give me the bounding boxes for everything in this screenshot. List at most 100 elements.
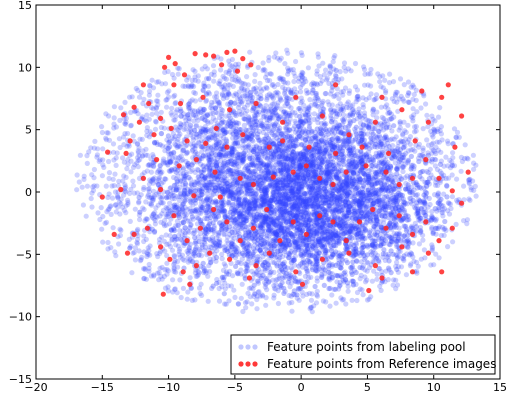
labeling-pool-point xyxy=(141,117,148,123)
labeling-pool-point xyxy=(283,93,289,99)
labeling-pool-point xyxy=(192,179,198,185)
labeling-pool-point xyxy=(240,106,246,112)
labeling-pool-point xyxy=(154,251,160,257)
labeling-pool-point xyxy=(332,172,338,178)
labeling-pool-point xyxy=(251,86,257,92)
labeling-pool-point xyxy=(312,207,318,213)
labeling-pool-point xyxy=(348,265,354,271)
labeling-pool-point xyxy=(229,73,235,79)
labeling-pool-point xyxy=(388,154,394,161)
labeling-pool-point xyxy=(337,101,343,107)
labeling-pool-point xyxy=(445,200,451,206)
labeling-pool-point xyxy=(178,122,184,128)
labeling-pool-point xyxy=(260,60,266,66)
labeling-pool-point xyxy=(368,66,374,73)
labeling-pool-point xyxy=(157,194,163,200)
labeling-pool-point xyxy=(357,138,364,144)
labeling-pool-point xyxy=(354,159,360,166)
labeling-pool-point xyxy=(234,196,240,202)
labeling-pool-point xyxy=(423,179,429,186)
labeling-pool-point xyxy=(132,257,138,263)
labeling-pool-point xyxy=(246,134,252,140)
labeling-pool-point xyxy=(125,197,131,203)
labeling-pool-point xyxy=(147,83,153,89)
labeling-pool-point xyxy=(381,220,387,226)
labeling-pool-point xyxy=(213,214,220,220)
labeling-pool-point xyxy=(375,201,381,207)
labeling-pool-point xyxy=(369,278,375,284)
labeling-pool-point xyxy=(149,77,155,83)
labeling-pool-point xyxy=(188,168,194,175)
labeling-pool-point xyxy=(268,269,274,275)
labeling-pool-point xyxy=(272,107,278,113)
labeling-pool-point xyxy=(173,269,179,275)
labeling-pool-point xyxy=(314,116,320,122)
labeling-pool-point xyxy=(324,161,330,167)
labeling-pool-point xyxy=(324,75,330,81)
labeling-pool-point xyxy=(327,91,334,97)
labeling-pool-point xyxy=(288,89,294,95)
labeling-pool-point xyxy=(323,197,329,203)
labeling-pool-point xyxy=(262,125,268,132)
labeling-pool-point xyxy=(331,55,337,61)
labeling-pool-point xyxy=(189,167,196,173)
labeling-pool-point xyxy=(408,250,414,256)
labeling-pool-point xyxy=(394,194,400,200)
labeling-pool-point xyxy=(226,92,232,98)
labeling-pool-point xyxy=(302,117,308,123)
labeling-pool-point xyxy=(285,71,291,77)
labeling-pool-point xyxy=(141,186,147,192)
labeling-pool-point xyxy=(333,300,339,306)
labeling-pool-point xyxy=(125,161,131,167)
labeling-pool-point xyxy=(298,119,304,125)
labeling-pool-point xyxy=(250,94,256,100)
labeling-pool-point xyxy=(285,65,291,71)
labeling-pool-point xyxy=(74,187,80,193)
labeling-pool-point xyxy=(445,141,451,147)
labeling-pool-point xyxy=(162,285,169,291)
labeling-pool-point xyxy=(292,239,298,245)
labeling-pool-point xyxy=(217,81,223,87)
labeling-pool-point xyxy=(362,71,368,77)
labeling-pool-point xyxy=(293,58,299,65)
labeling-pool-point xyxy=(298,252,304,259)
labeling-pool-point xyxy=(333,110,339,116)
labeling-pool-point xyxy=(307,216,314,222)
labeling-pool-point xyxy=(164,266,170,273)
labeling-pool-point xyxy=(250,250,256,256)
labeling-pool-point xyxy=(202,63,208,69)
labeling-pool-point xyxy=(381,216,387,222)
labeling-pool-point xyxy=(313,145,319,151)
labeling-pool-point xyxy=(94,154,100,160)
labeling-pool-point xyxy=(150,152,156,158)
labeling-pool-point xyxy=(181,126,187,133)
labeling-pool-point xyxy=(429,159,435,165)
labeling-pool-point xyxy=(304,106,310,112)
labeling-pool-point xyxy=(328,112,334,118)
labeling-pool-point xyxy=(110,141,117,147)
labeling-pool-point xyxy=(126,143,132,149)
labeling-pool-point xyxy=(201,269,207,276)
labeling-pool-point xyxy=(341,221,347,227)
labeling-pool-point xyxy=(311,111,317,117)
labeling-pool-point xyxy=(184,77,190,83)
labeling-pool-point xyxy=(313,255,319,261)
labeling-pool-point xyxy=(216,186,222,192)
labeling-pool-point xyxy=(308,304,314,310)
labeling-pool-point xyxy=(128,122,134,128)
labeling-pool-point xyxy=(466,179,472,185)
labeling-pool-point xyxy=(208,145,214,152)
labeling-pool-point xyxy=(338,89,344,95)
labeling-pool-point xyxy=(295,134,301,140)
labeling-pool-point xyxy=(273,240,279,246)
labeling-pool-point xyxy=(273,277,279,283)
labeling-pool-point xyxy=(249,122,255,128)
labeling-pool-point xyxy=(259,168,265,174)
labeling-pool-point xyxy=(298,119,304,125)
labeling-pool-point xyxy=(353,258,359,264)
labeling-pool-point xyxy=(314,71,320,77)
labeling-pool-point xyxy=(306,125,312,131)
labeling-pool-point xyxy=(382,251,388,257)
